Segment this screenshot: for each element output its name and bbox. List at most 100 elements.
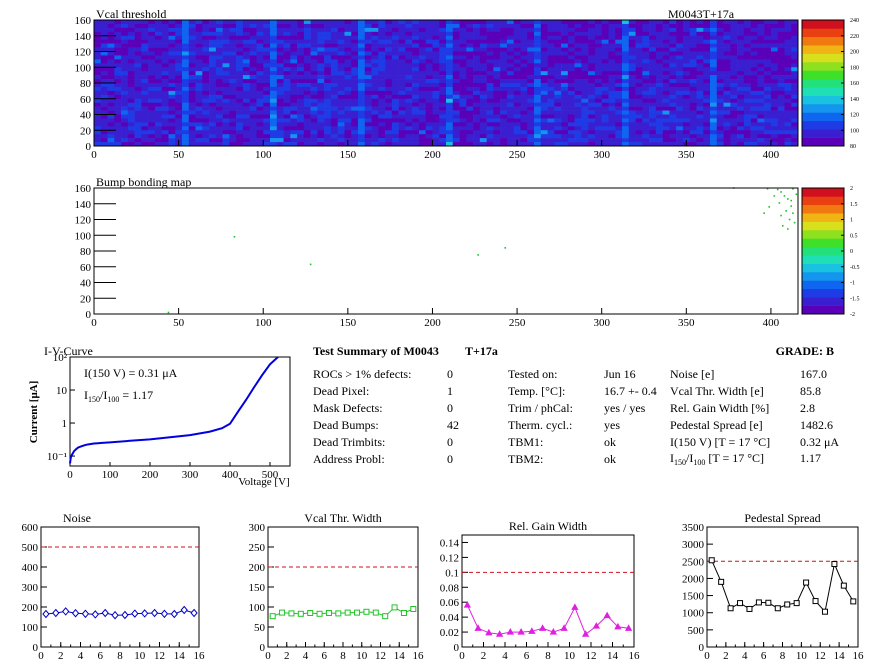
iv-x-tick-label: 500 [262,469,279,481]
heatmap-cell [710,59,718,64]
heatmap-cell [452,86,460,92]
heatmap-cell [154,31,162,37]
summary-value: 0 [447,435,453,449]
heatmap-cell [215,106,223,111]
heatmap-cell [500,63,508,68]
heatmap-cell [689,35,697,40]
heatmap-cell [635,126,643,131]
heatmap-cell [567,23,575,29]
heatmap-cell [635,79,643,84]
heatmap-cell [439,47,447,52]
heatmap-cell [371,126,379,131]
heatmap-cell [520,27,528,33]
heatmap-cell [473,59,481,64]
heatmap-cell [371,39,379,44]
heatmap-cell [215,39,223,44]
heatmap-cell [344,86,352,92]
heatmap-cell [527,67,535,72]
heatmap-cell [432,27,440,33]
heatmap-cell [215,134,223,139]
heatmap-cell [662,23,670,29]
heatmap-cell [222,86,230,92]
heatmap-cell [121,51,129,56]
heatmap-cell [615,67,623,72]
heatmap-cell [547,118,555,123]
heatmap-cell [154,59,162,64]
heatmap-cell [723,126,731,131]
heatmap-cell [615,39,623,44]
heatmap-cell [148,43,156,48]
heatmap-cell [358,83,366,88]
heatmap-cell [696,75,704,80]
heatmap-cell [209,67,217,72]
heatmap-cell [588,110,596,115]
heatmap-cell [236,67,244,72]
heatmap-cell [534,114,542,119]
heatmap-cell [642,126,650,131]
heatmap-cell [385,130,393,135]
heatmap-cell [594,98,602,103]
heatmap-cell [757,130,765,135]
heatmap-cell [310,106,318,111]
heatmap-cell [107,94,115,100]
heatmap-cell [290,55,298,60]
heatmap-cell [547,63,555,68]
heatmap-cell [283,138,291,143]
heatmap-cell [371,71,379,76]
heatmap-cell [723,63,731,68]
heatmap-cell [730,86,738,92]
heatmap-cell [168,79,176,84]
heatmap-cell [283,110,291,115]
heatmap-cell [168,31,176,37]
heatmap-cell [696,126,704,131]
heatmap-cell [94,75,102,80]
heatmap-cell [114,23,122,29]
heatmap-cell [391,138,399,143]
heatmap-cell [540,130,548,135]
heatmap-cell [628,39,636,44]
heatmap-cell [337,67,345,72]
heatmap-cell [676,67,684,72]
heatmap-cell [662,110,670,115]
heatmap-cell [351,51,359,56]
heatmap-cell [527,83,535,88]
heatmap-cell [601,79,609,84]
heatmap-cell [148,79,156,84]
heatmap-cell [622,98,630,103]
heatmap-cell [256,83,264,88]
heatmap-cell [689,114,697,119]
heatmap-cell [500,118,508,123]
heatmap-cell [567,86,575,92]
bump-map-title: Bump bonding map [96,175,191,189]
heatmap-cell [608,114,616,119]
heatmap-cell [534,130,542,135]
heatmap-cell [615,31,623,37]
heatmap-cell [561,126,569,131]
heatmap-cell [628,110,636,115]
heatmap-cell [418,43,426,48]
x-tick-label: 14 [834,650,846,662]
colorbar-tick-label: 0 [850,249,853,255]
heatmap-cell [134,114,142,119]
heatmap-cell [249,27,257,33]
heatmap-cell [567,106,575,111]
summary-value: 0.32 μA [800,435,839,449]
heatmap-cell [655,110,663,115]
heatmap-cell [655,55,663,60]
dead-bump-point [783,195,786,197]
heatmap-cell [121,23,129,29]
heatmap-cell [202,23,210,29]
heatmap-cell [202,71,210,76]
heatmap-cell [764,75,772,80]
heatmap-cell [330,83,338,88]
heatmap-cell [547,59,555,64]
heatmap-cell [398,106,406,111]
heatmap-cell [540,23,548,29]
heatmap-cell [371,83,379,88]
heatmap-cell [391,134,399,139]
heatmap-cell [161,114,169,119]
heatmap-cell [249,130,257,135]
heatmap-cell [107,71,115,76]
heatmap-cell [134,86,142,92]
